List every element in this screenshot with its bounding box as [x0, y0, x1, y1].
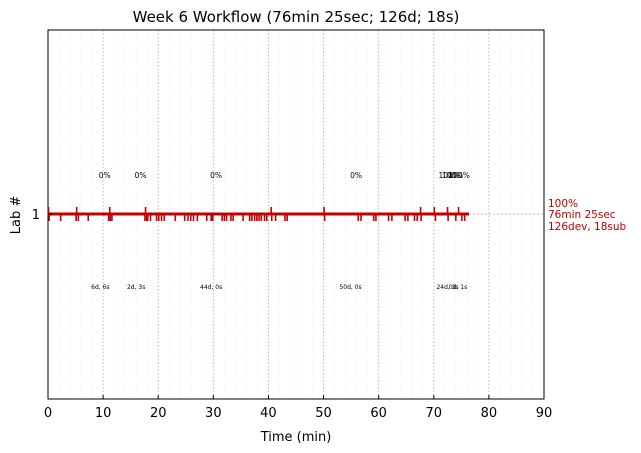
- duration-label: 2d, 3s: [127, 284, 145, 291]
- y-tick-label: 1: [32, 208, 40, 223]
- x-axis-label: Time (min): [260, 430, 332, 445]
- x-tick-label: 60: [370, 406, 387, 421]
- percent-label: 100%: [438, 171, 459, 180]
- x-axis-ticks: 0 10 20 30 40 50 60 70 80 90: [44, 395, 552, 421]
- x-tick-label: 30: [205, 406, 222, 421]
- sub-ticks: [47, 207, 460, 214]
- duration-label: 50d, 0s: [339, 284, 361, 291]
- dev-ticks: [48, 214, 466, 221]
- duration-label: 24d, 3s: [436, 284, 458, 291]
- summary-percent: 100%: [548, 198, 578, 210]
- percent-label: 0%: [350, 171, 362, 180]
- x-tick-label: 80: [481, 406, 498, 421]
- x-tick-label: 70: [426, 406, 443, 421]
- summary-annotation: 100% 76min 25sec 126dev, 18sub: [548, 198, 627, 233]
- y-axis-label: Lab #: [9, 196, 24, 235]
- percent-label: 100%: [448, 171, 469, 180]
- percent-label: 0%: [99, 171, 111, 180]
- x-tick-label: 50: [315, 406, 332, 421]
- percent-label: 100%: [442, 171, 463, 180]
- summary-duration: 76min 25sec: [548, 209, 616, 221]
- percent-label: 0%: [135, 171, 147, 180]
- duration-label: 0d, 1s: [449, 284, 467, 291]
- chart-title: Week 6 Workflow (76min 25sec; 126d; 18s): [133, 8, 460, 26]
- x-tick-label: 20: [150, 406, 167, 421]
- summary-counts: 126dev, 18sub: [548, 221, 627, 233]
- percent-labels: 0% 0% 0% 0% 100%100%100%: [99, 171, 470, 180]
- y-axis-ticks: 1: [32, 208, 52, 223]
- x-tick-label: 90: [536, 406, 553, 421]
- duration-label: 44d, 0s: [200, 284, 222, 291]
- x-tick-label: 0: [44, 406, 52, 421]
- x-tick-label: 10: [95, 406, 112, 421]
- duration-label: 6d, 6s: [91, 284, 109, 291]
- percent-label: 0%: [210, 171, 222, 180]
- x-tick-label: 40: [260, 406, 277, 421]
